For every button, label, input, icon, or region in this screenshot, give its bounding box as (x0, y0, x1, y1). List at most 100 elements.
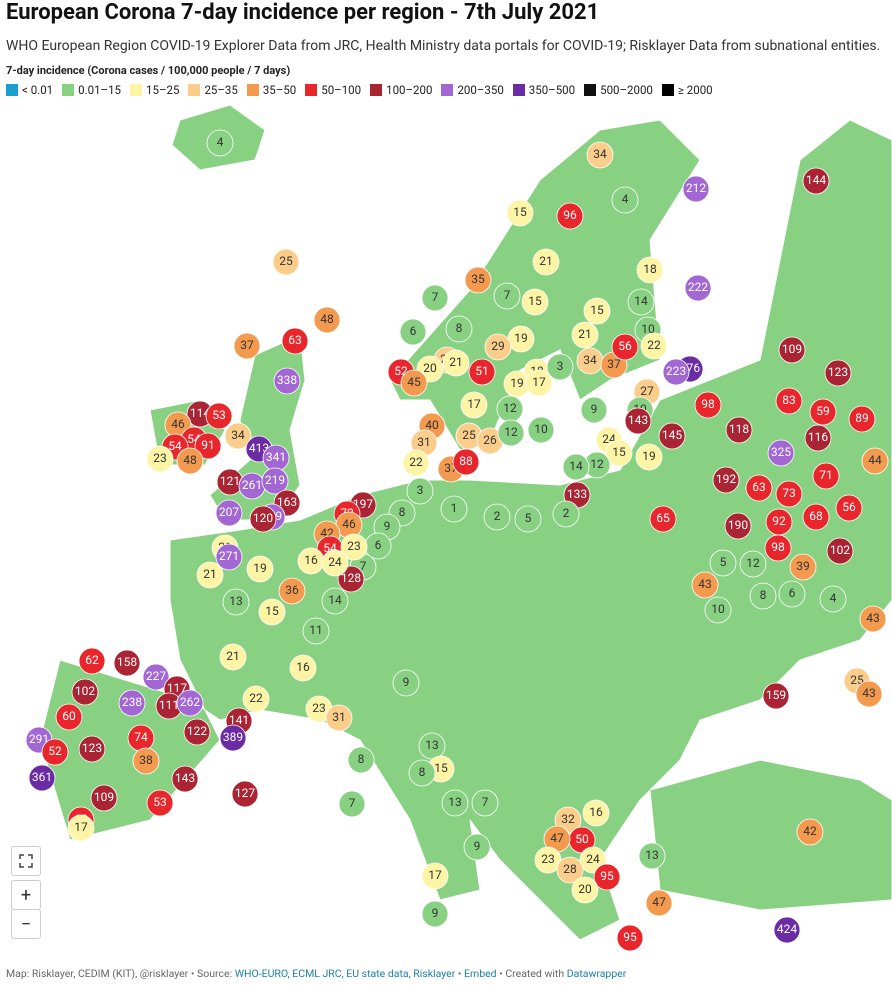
region[interactable] (219, 643, 247, 671)
region[interactable] (583, 297, 611, 325)
region[interactable] (521, 288, 549, 316)
region[interactable] (406, 477, 434, 505)
region[interactable] (281, 327, 309, 355)
region[interactable] (28, 764, 56, 792)
region[interactable] (767, 439, 795, 467)
zoom-in-button[interactable]: + (11, 880, 41, 910)
region[interactable] (532, 248, 560, 276)
region[interactable] (658, 422, 686, 450)
region[interactable] (171, 765, 199, 793)
region[interactable] (514, 505, 542, 533)
region[interactable] (90, 784, 118, 812)
region[interactable] (649, 505, 677, 533)
region[interactable] (848, 405, 876, 433)
region[interactable] (196, 561, 224, 589)
region[interactable] (273, 367, 301, 395)
region[interactable] (835, 494, 863, 522)
region[interactable] (582, 799, 610, 827)
region[interactable] (709, 549, 737, 577)
tool-link[interactable]: Datawrapper (566, 967, 627, 980)
region[interactable] (773, 916, 801, 944)
region[interactable] (552, 500, 580, 528)
region[interactable] (183, 718, 211, 746)
source-links[interactable]: WHO-EURO, ECML JRC, EU state data, Riskl… (234, 967, 456, 980)
region[interactable] (712, 466, 740, 494)
region[interactable] (41, 738, 69, 766)
embed-link[interactable]: Embed (464, 967, 497, 980)
region[interactable] (483, 503, 511, 531)
region[interactable] (802, 167, 830, 195)
region[interactable] (421, 862, 449, 890)
region[interactable] (222, 588, 250, 616)
region[interactable] (824, 359, 852, 387)
region[interactable] (337, 565, 365, 593)
region[interactable] (616, 924, 644, 952)
region[interactable] (421, 900, 449, 928)
region[interactable] (442, 349, 470, 377)
region[interactable] (464, 266, 492, 294)
region[interactable] (392, 669, 420, 697)
region[interactable] (724, 512, 752, 540)
region[interactable] (113, 649, 141, 677)
region[interactable] (682, 175, 710, 203)
region[interactable] (627, 288, 655, 316)
region[interactable] (684, 274, 712, 302)
region[interactable] (418, 732, 446, 760)
region[interactable] (340, 533, 368, 561)
region[interactable] (400, 369, 428, 397)
region[interactable] (704, 596, 732, 624)
region[interactable] (176, 447, 204, 475)
region[interactable] (441, 789, 469, 817)
region[interactable] (580, 396, 608, 424)
region[interactable] (556, 856, 584, 884)
region[interactable] (272, 248, 300, 276)
region[interactable] (861, 447, 889, 475)
region[interactable] (146, 789, 174, 817)
region[interactable] (812, 462, 840, 490)
region[interactable] (347, 746, 375, 774)
region[interactable] (258, 598, 286, 626)
region[interactable] (206, 129, 234, 157)
region[interactable] (497, 419, 525, 447)
region[interactable] (778, 580, 806, 608)
region[interactable] (338, 790, 366, 818)
region[interactable] (205, 402, 233, 430)
region[interactable] (445, 315, 473, 343)
region[interactable] (745, 474, 773, 502)
region[interactable] (78, 647, 106, 675)
region[interactable] (246, 555, 274, 583)
region[interactable] (67, 814, 95, 842)
region[interactable] (778, 336, 806, 364)
region[interactable] (859, 605, 887, 633)
region[interactable] (662, 358, 690, 386)
region[interactable] (224, 422, 252, 450)
region[interactable] (219, 724, 247, 752)
region[interactable] (611, 186, 639, 214)
region[interactable] (694, 391, 722, 419)
region[interactable] (215, 543, 243, 571)
region[interactable] (855, 680, 883, 708)
region[interactable] (764, 534, 792, 562)
region[interactable] (796, 818, 824, 846)
region[interactable] (132, 747, 160, 775)
region[interactable] (321, 587, 349, 615)
region[interactable] (571, 876, 599, 904)
region[interactable] (249, 505, 277, 533)
region[interactable] (826, 537, 854, 565)
region[interactable] (804, 424, 832, 452)
region[interactable] (471, 789, 499, 817)
region[interactable] (278, 577, 306, 605)
region[interactable] (789, 553, 817, 581)
region[interactable] (775, 480, 803, 508)
region[interactable] (546, 353, 574, 381)
region[interactable] (534, 846, 562, 874)
zoom-out-button[interactable]: − (11, 909, 41, 939)
region[interactable] (399, 318, 427, 346)
region[interactable] (194, 432, 222, 460)
region[interactable] (819, 585, 847, 613)
region[interactable] (739, 550, 767, 578)
region[interactable] (463, 833, 491, 861)
region[interactable] (725, 416, 753, 444)
region[interactable] (242, 685, 270, 713)
region[interactable] (313, 306, 341, 334)
